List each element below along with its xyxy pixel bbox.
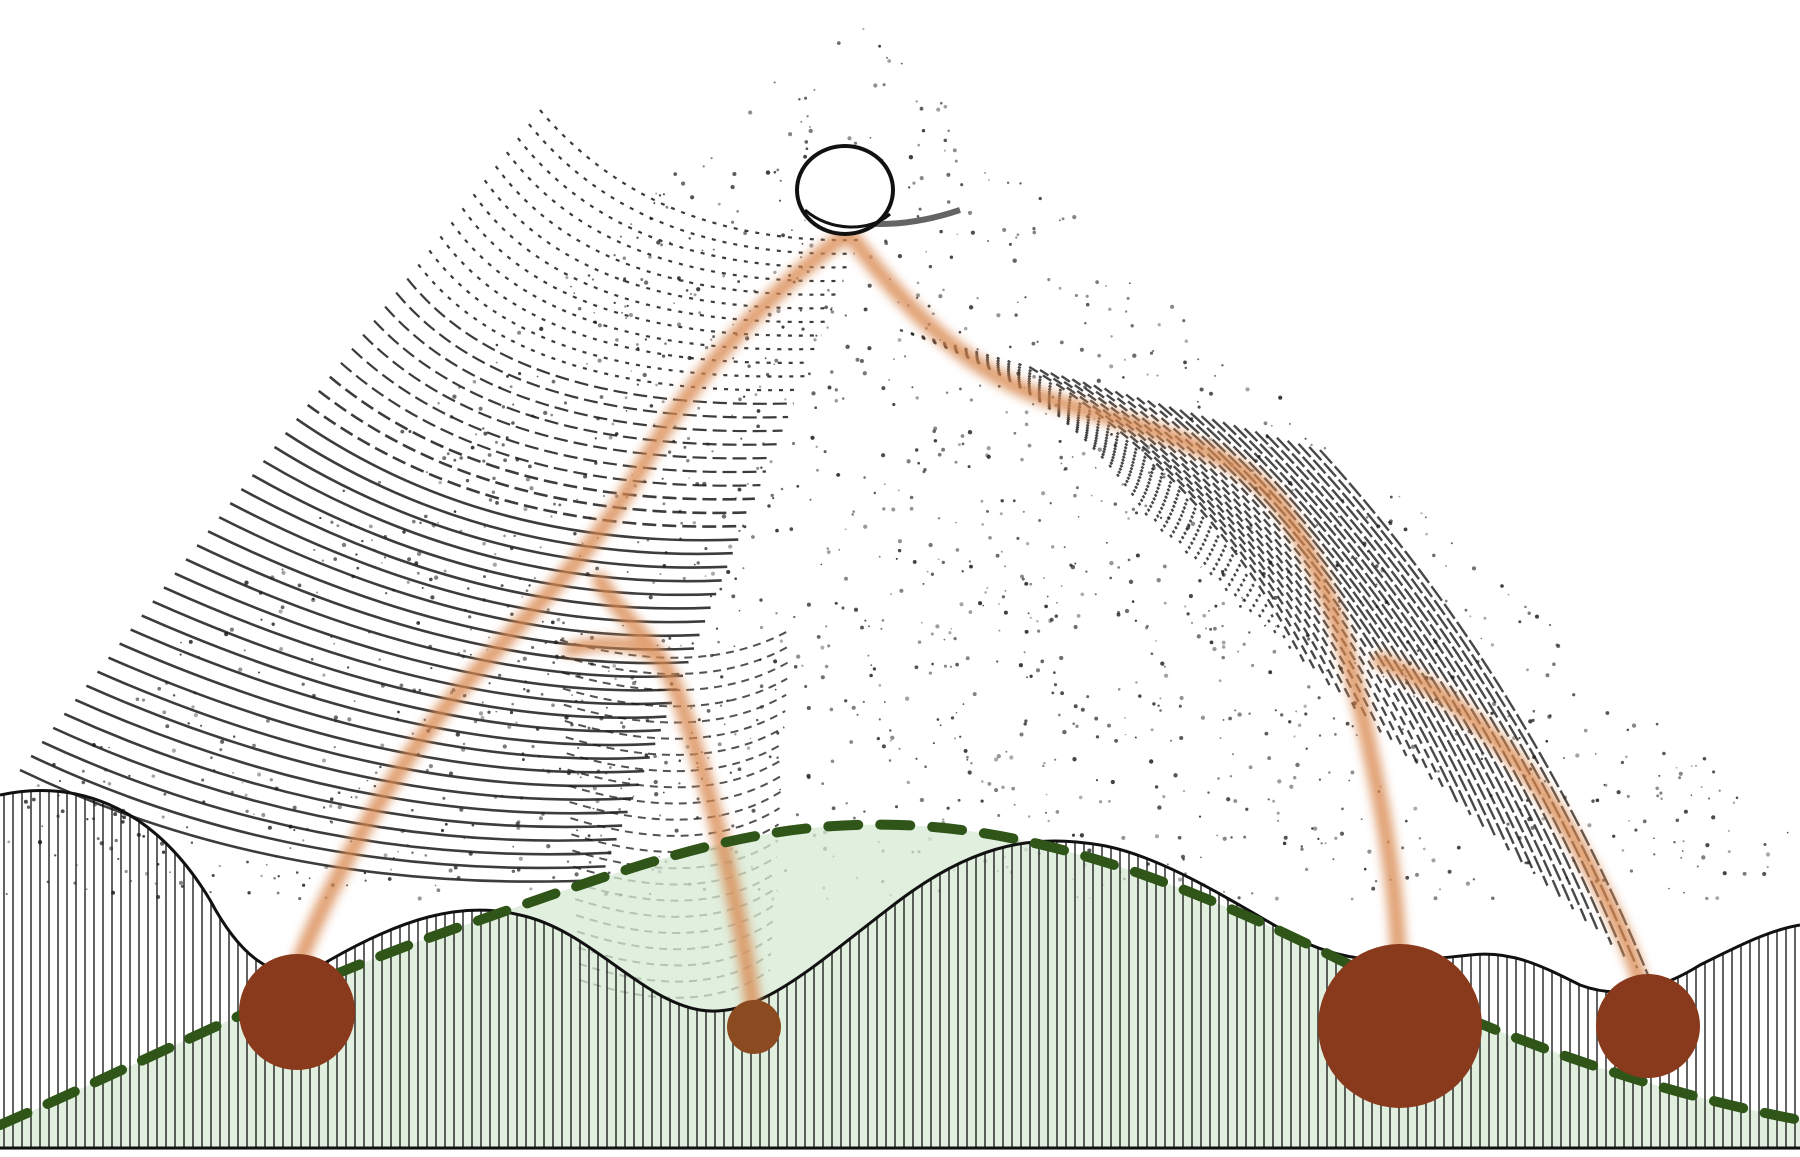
path-to-right-valley xyxy=(1372,652,1658,1028)
valley-dot-right xyxy=(1596,974,1700,1078)
path-to-small-valley xyxy=(592,572,763,1028)
trajectory-paths xyxy=(292,227,1658,1028)
branch-connector xyxy=(563,636,667,667)
valley-markers xyxy=(239,944,1700,1108)
valley-dot-large xyxy=(1318,944,1482,1108)
valley-dot-left xyxy=(239,954,355,1070)
ball-at-summit xyxy=(795,144,961,236)
path-to-large-valley xyxy=(842,227,1408,1028)
path-to-left-valley xyxy=(292,227,853,968)
valley-dot-small xyxy=(727,1000,781,1054)
